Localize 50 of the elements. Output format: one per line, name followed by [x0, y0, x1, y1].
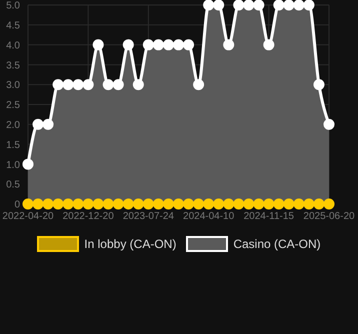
x-tick-label: 2024-11-15 — [244, 211, 294, 222]
point — [42, 198, 54, 210]
point — [102, 198, 114, 210]
y-tick-label: 5.0 — [6, 0, 20, 12]
y-tick-label: 3.0 — [6, 80, 20, 92]
point — [283, 198, 294, 210]
point — [263, 198, 274, 210]
point — [152, 198, 164, 210]
point — [72, 198, 84, 210]
point — [293, 198, 304, 210]
y-tick-label: 4.0 — [6, 40, 20, 52]
point — [112, 198, 124, 210]
y-tick-label: 3.5 — [6, 60, 20, 72]
legend-label: Casino (CA-ON) — [233, 237, 321, 251]
point — [203, 198, 214, 210]
point — [22, 198, 34, 210]
point — [303, 198, 314, 210]
y-tick-label: 1.0 — [6, 160, 20, 171]
point — [82, 198, 94, 210]
point — [52, 198, 64, 210]
x-tick-label: 2024-04-10 — [183, 211, 235, 222]
point — [253, 198, 264, 210]
point — [173, 198, 184, 210]
point — [273, 198, 284, 210]
point — [233, 198, 244, 210]
point — [132, 198, 144, 210]
point — [183, 198, 194, 210]
x-tick-label: 2022-04-20 — [2, 211, 54, 222]
point — [193, 198, 204, 210]
y-tick-label: 4.5 — [6, 20, 20, 32]
point — [122, 198, 134, 210]
x-tick-label: 2023-07-24 — [122, 211, 174, 222]
point — [223, 198, 234, 210]
y-tick-label: 0 — [14, 200, 20, 211]
y-tick-label: 2.0 — [6, 120, 20, 131]
y-tick-label: 2.5 — [6, 100, 20, 112]
point — [243, 198, 254, 210]
point — [142, 198, 154, 210]
x-tick-label: 2025-06-20 — [303, 211, 356, 222]
point — [313, 198, 324, 210]
y-tick-label: 1.5 — [6, 140, 20, 151]
point — [32, 198, 44, 210]
x-tick-label: 2022-12-20 — [62, 211, 114, 222]
point — [62, 198, 74, 210]
point — [324, 198, 334, 210]
point — [92, 198, 104, 210]
point — [213, 198, 224, 210]
legend-label: In lobby (CA-ON) — [84, 237, 176, 251]
point — [162, 198, 174, 210]
y-tick-label: 0.5 — [6, 180, 20, 191]
